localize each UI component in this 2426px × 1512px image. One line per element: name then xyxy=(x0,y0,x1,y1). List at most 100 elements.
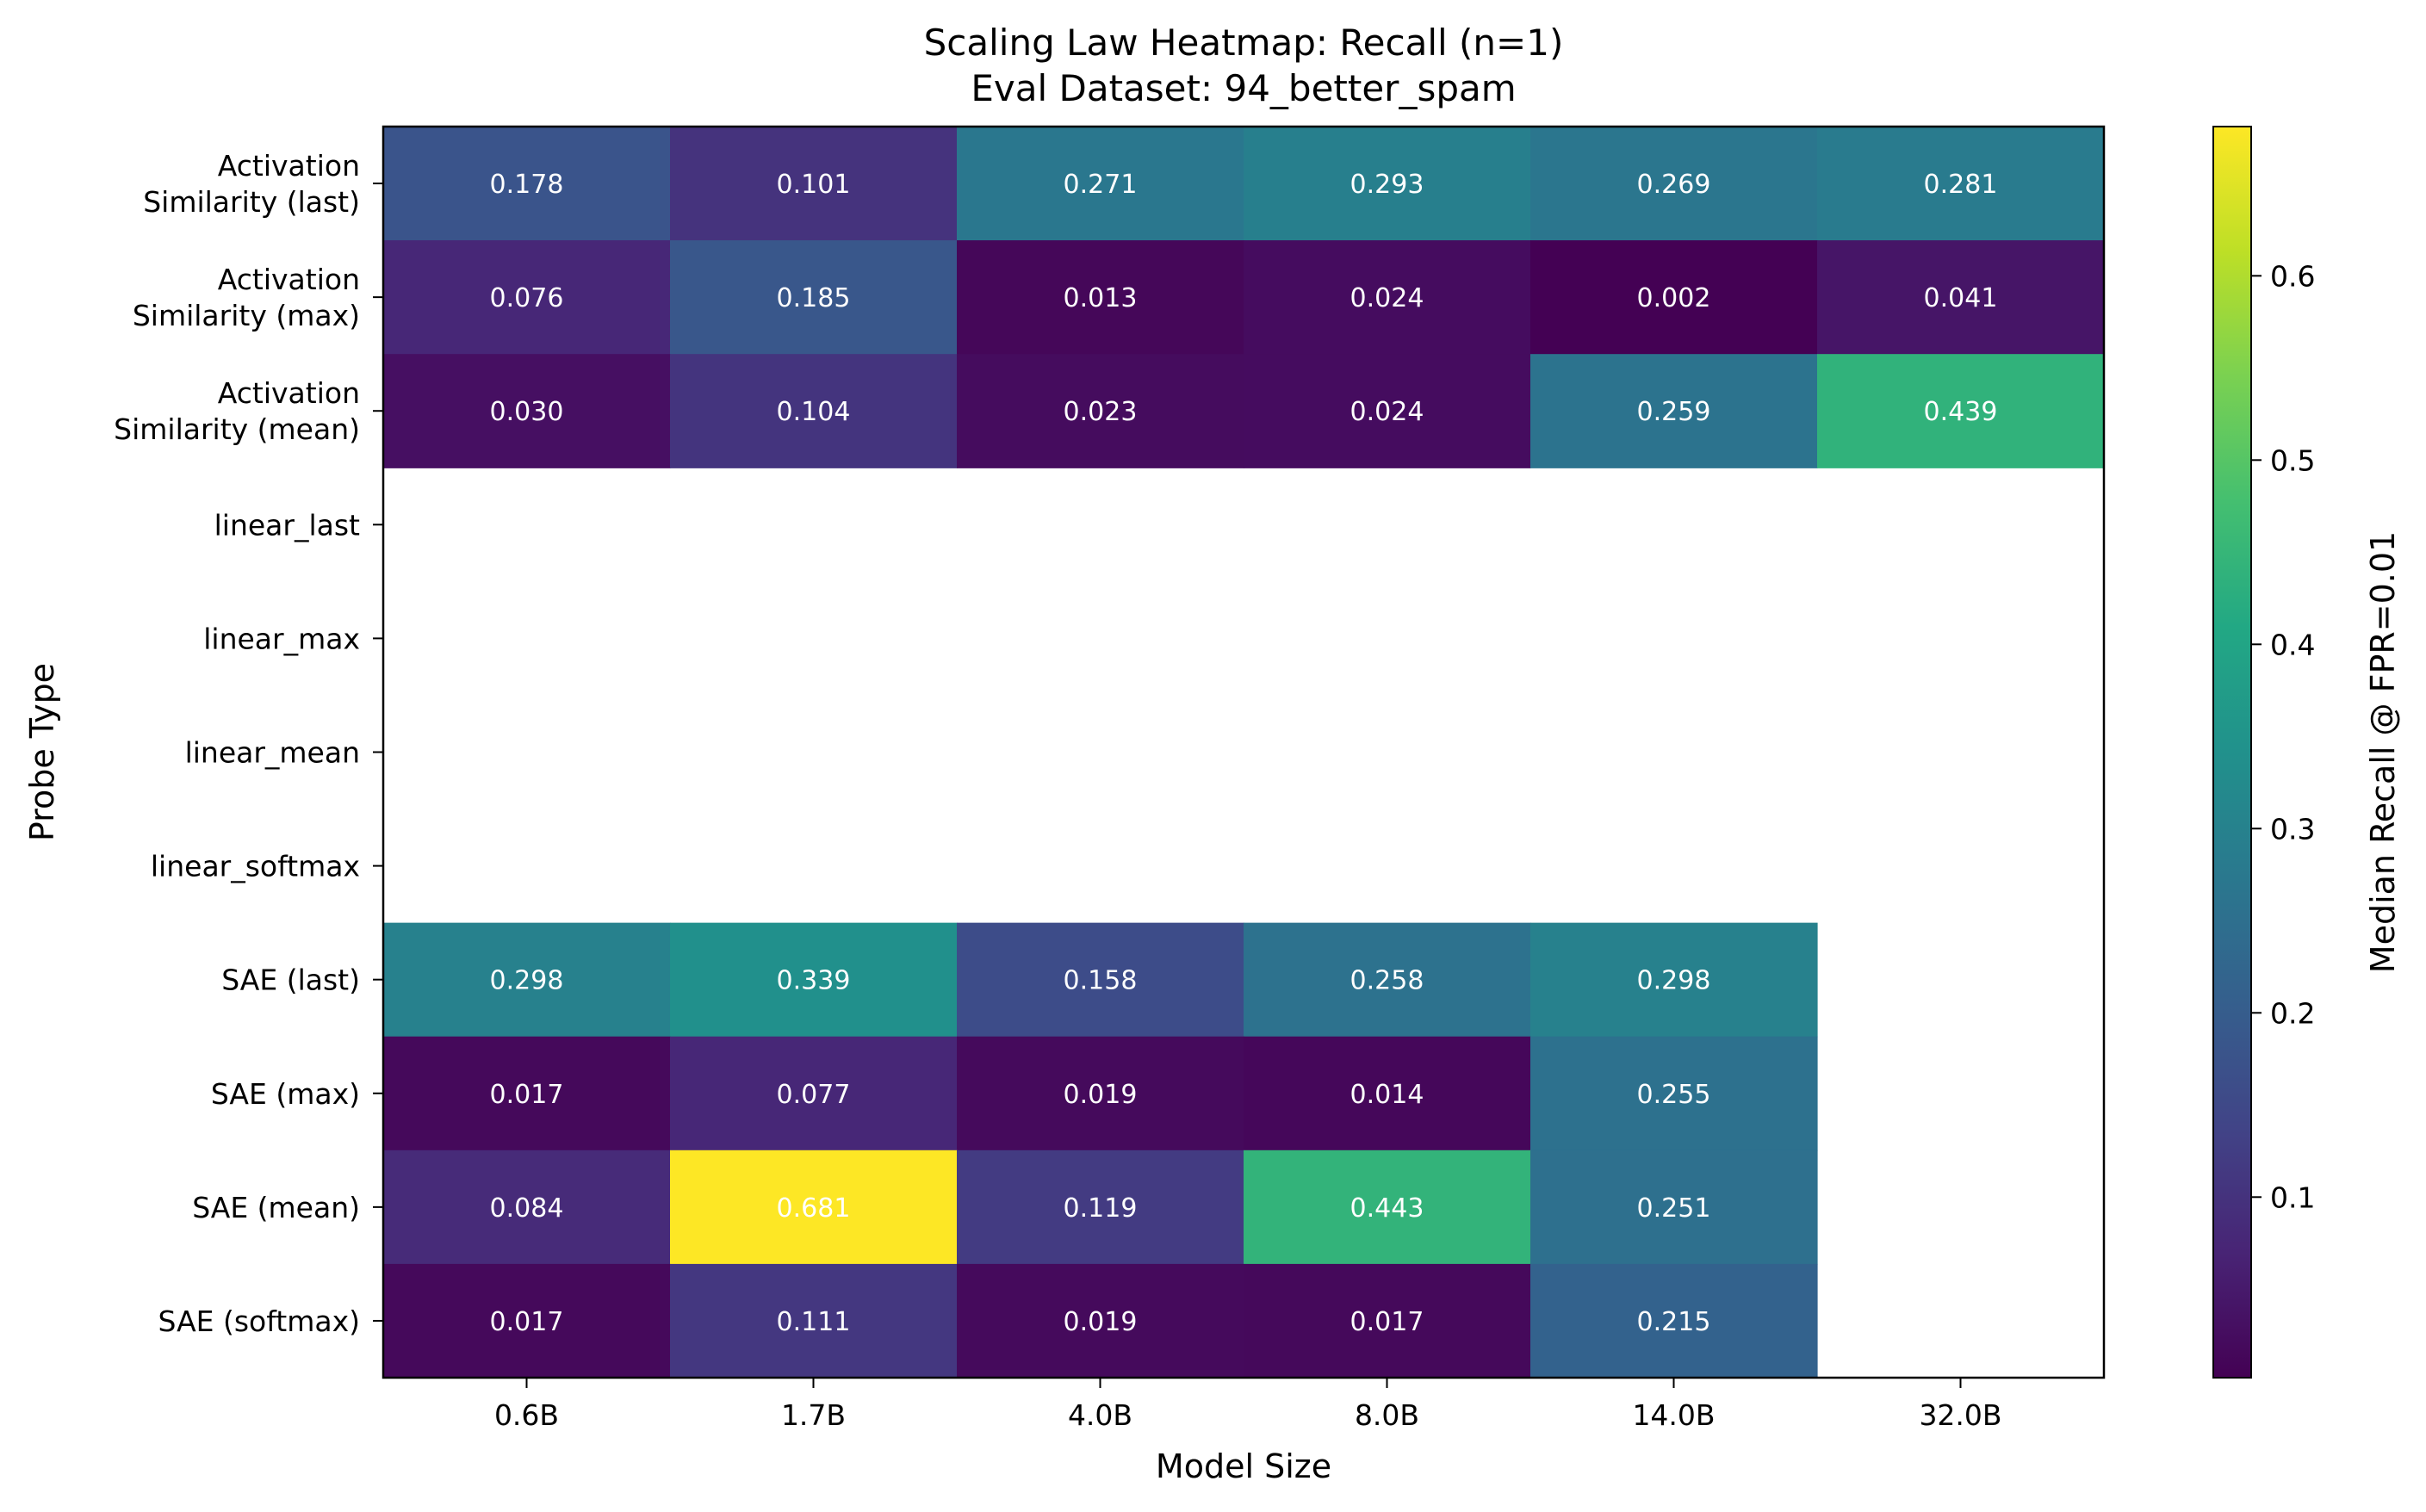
cell-value-label: 0.076 xyxy=(490,283,564,313)
cell-value-label: 0.013 xyxy=(1064,283,1138,313)
x-tick-label: 4.0B xyxy=(1068,1398,1132,1432)
heatmap-cell xyxy=(957,354,1244,468)
cell-value-label: 0.439 xyxy=(1924,397,1998,427)
x-tick-label: 1.7B xyxy=(781,1398,846,1432)
heatmap-cell xyxy=(1530,922,1818,1038)
heatmap-cell xyxy=(1530,127,1818,241)
cell-value-label: 0.002 xyxy=(1637,283,1711,313)
cell-value-label: 0.259 xyxy=(1637,397,1711,427)
x-tick-label: 0.6B xyxy=(494,1398,559,1432)
heatmap-cell xyxy=(1530,1149,1818,1265)
cell-value-label: 0.185 xyxy=(777,283,851,313)
x-axis-label: Model Size xyxy=(1156,1447,1331,1485)
colorbar-tick-label: 0.3 xyxy=(2270,812,2315,846)
cell-value-label: 0.251 xyxy=(1637,1193,1711,1224)
cell-value-label: 0.158 xyxy=(1064,966,1138,996)
cell-value-label: 0.017 xyxy=(490,1080,564,1110)
heatmap-cell xyxy=(383,240,671,355)
heatmap-cell xyxy=(1530,354,1818,468)
heatmap-cell xyxy=(383,1036,671,1151)
colorbar-tick-label: 0.6 xyxy=(2270,259,2315,293)
colorbar-tick-label: 0.1 xyxy=(2270,1180,2315,1214)
y-tick-label: linear_max xyxy=(203,622,360,655)
cell-value-label: 0.258 xyxy=(1350,966,1424,996)
colorbar-ticks: 0.1 0.2 0.3 0.4 0.5 0.6 xyxy=(2251,259,2315,1214)
heatmap-cell xyxy=(957,1036,1244,1151)
chart-title-line: Eval Dataset: 94_better_spam xyxy=(971,67,1516,109)
y-tick-label: Activation xyxy=(218,376,360,410)
heatmap-cell xyxy=(670,1263,958,1379)
heatmap-cell xyxy=(1530,1263,1818,1379)
cell-value-label: 0.215 xyxy=(1637,1307,1711,1337)
y-tick-label: Similarity (last) xyxy=(143,185,360,219)
cell-value-label: 0.077 xyxy=(777,1080,851,1110)
heatmap-cell xyxy=(670,354,958,468)
cell-value-label: 0.030 xyxy=(490,397,564,427)
y-tick-label: SAE (mean) xyxy=(192,1191,360,1224)
heatmap-cell xyxy=(1817,240,2105,355)
heatmap-cell xyxy=(1244,1149,1531,1265)
y-tick-label: linear_mean xyxy=(185,736,360,770)
chart-title: Scaling Law Heatmap: Recall (n=1)Eval Da… xyxy=(924,22,1564,109)
x-axis-ticks: 0.6B 1.7B 4.0B 8.0B 14.0B 32.0B xyxy=(494,1378,2002,1432)
heatmap-cell xyxy=(670,1036,958,1151)
cell-value-label: 0.023 xyxy=(1064,397,1138,427)
heatmap-cell xyxy=(670,922,958,1038)
cell-value-label: 0.339 xyxy=(777,966,851,996)
colorbar-tick-label: 0.5 xyxy=(2270,443,2315,477)
colorbar xyxy=(2212,126,2252,1379)
y-tick-label: SAE (max) xyxy=(211,1077,360,1111)
cell-value-label: 0.681 xyxy=(777,1193,851,1224)
colorbar-tick-label: 0.4 xyxy=(2270,628,2315,661)
heatmap-cell xyxy=(1244,354,1531,468)
heatmap-cell xyxy=(957,1263,1244,1379)
cell-value-label: 0.101 xyxy=(777,170,851,200)
colorbar-tick-label: 0.2 xyxy=(2270,996,2315,1030)
y-tick-label: Activation xyxy=(218,149,360,183)
heatmap-cell xyxy=(383,922,671,1038)
cell-value-label: 0.014 xyxy=(1350,1080,1424,1110)
cell-value-label: 0.024 xyxy=(1350,283,1424,313)
heatmap-cell xyxy=(1244,1036,1531,1151)
heatmap-cell xyxy=(383,354,671,468)
heatmap-cell xyxy=(1817,354,2105,468)
cell-value-label: 0.024 xyxy=(1350,397,1424,427)
heatmap-cell xyxy=(957,1149,1244,1265)
y-tick-label: SAE (last) xyxy=(221,964,360,997)
heatmap-cell xyxy=(1244,240,1531,355)
heatmap-cell xyxy=(1530,240,1818,355)
y-tick-label: Activation xyxy=(218,263,360,296)
y-tick-label: linear_softmax xyxy=(151,850,360,883)
cell-value-label: 0.293 xyxy=(1350,170,1424,200)
cell-value-label: 0.104 xyxy=(777,397,851,427)
heatmap-cell xyxy=(383,1149,671,1265)
heatmap-cell xyxy=(957,240,1244,355)
heatmap-cells: 0.178 0.101 0.271 0.293 0.269 0.281 0.076 0.185… xyxy=(383,127,2105,1379)
heatmap-cell xyxy=(670,240,958,355)
cell-value-label: 0.281 xyxy=(1924,170,1998,200)
heatmap-cell xyxy=(1817,127,2105,241)
cell-value-label: 0.017 xyxy=(1350,1307,1424,1337)
cell-value-label: 0.443 xyxy=(1350,1193,1424,1224)
heatmap-cell xyxy=(383,127,671,241)
heatmap-cell xyxy=(1244,1263,1531,1379)
cell-value-label: 0.119 xyxy=(1064,1193,1138,1224)
cell-value-label: 0.084 xyxy=(490,1193,564,1224)
heatmap-cell xyxy=(383,1263,671,1379)
cell-value-label: 0.298 xyxy=(1637,966,1711,996)
cell-value-label: 0.255 xyxy=(1637,1080,1711,1110)
cell-value-label: 0.019 xyxy=(1064,1080,1138,1110)
x-tick-label: 8.0B xyxy=(1355,1398,1419,1432)
y-tick-label: linear_last xyxy=(214,508,360,542)
chart-title-line: Scaling Law Heatmap: Recall (n=1) xyxy=(924,22,1564,64)
heatmap-cell xyxy=(957,922,1244,1038)
x-tick-label: 14.0B xyxy=(1632,1398,1715,1432)
cell-value-label: 0.111 xyxy=(777,1307,851,1337)
cell-value-label: 0.298 xyxy=(490,966,564,996)
y-tick-label: Similarity (max) xyxy=(133,299,360,332)
x-tick-label: 32.0B xyxy=(1919,1398,2001,1432)
y-tick-label: SAE (softmax) xyxy=(158,1304,360,1338)
heatmap-cell xyxy=(670,1149,958,1265)
